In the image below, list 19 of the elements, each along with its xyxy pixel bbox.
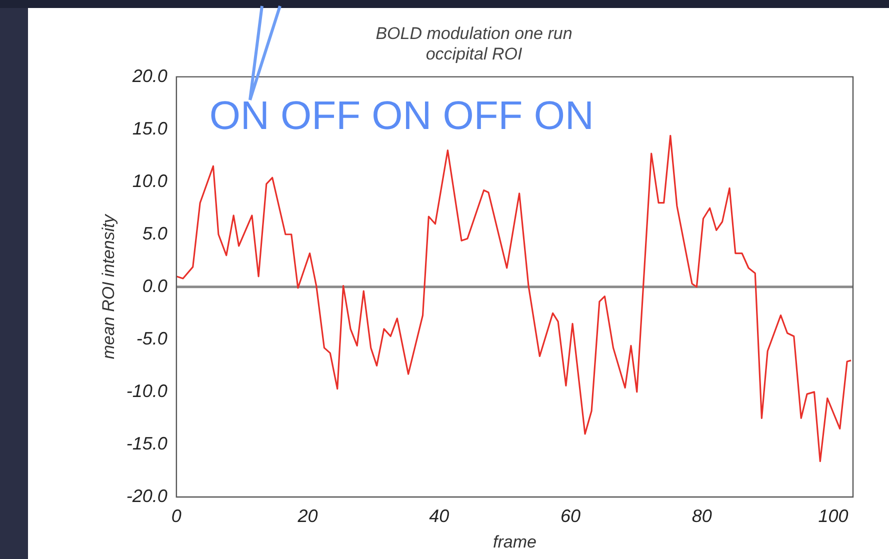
y-axis-title: mean ROI intensity: [98, 213, 118, 360]
x-tick-label: 20: [296, 506, 318, 526]
y-tick-label: 20.0: [131, 66, 168, 86]
y-tick-label: -20.0: [126, 486, 168, 506]
x-tick-label: 60: [560, 506, 581, 526]
y-tick-label: 0.0: [142, 276, 168, 296]
y-tick-label: -5.0: [136, 328, 168, 348]
y-tick-label: -15.0: [126, 433, 168, 454]
annotation: ON OFF ON OFF ON: [209, 94, 594, 138]
x-tick-label: 80: [692, 506, 712, 526]
x-tick-label: 40: [429, 506, 450, 526]
x-tick-label: 0: [171, 506, 182, 526]
x-axis-title: frame: [492, 532, 536, 552]
y-tick-label: -10.0: [126, 380, 168, 401]
y-tick-label: 15.0: [132, 118, 168, 138]
x-tick-label: 100: [818, 506, 848, 526]
y-tick-label: 5.0: [142, 223, 168, 244]
chart-title: BOLD modulation one run occipital ROI: [376, 24, 572, 64]
y-tick-label: 10.0: [132, 170, 168, 191]
